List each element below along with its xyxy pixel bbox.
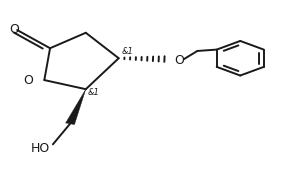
Text: HO: HO: [30, 142, 50, 155]
Polygon shape: [66, 89, 86, 124]
Text: O: O: [9, 23, 19, 36]
Text: &1: &1: [87, 88, 99, 97]
Text: O: O: [174, 54, 184, 67]
Text: &1: &1: [122, 47, 134, 56]
Text: O: O: [23, 74, 33, 88]
